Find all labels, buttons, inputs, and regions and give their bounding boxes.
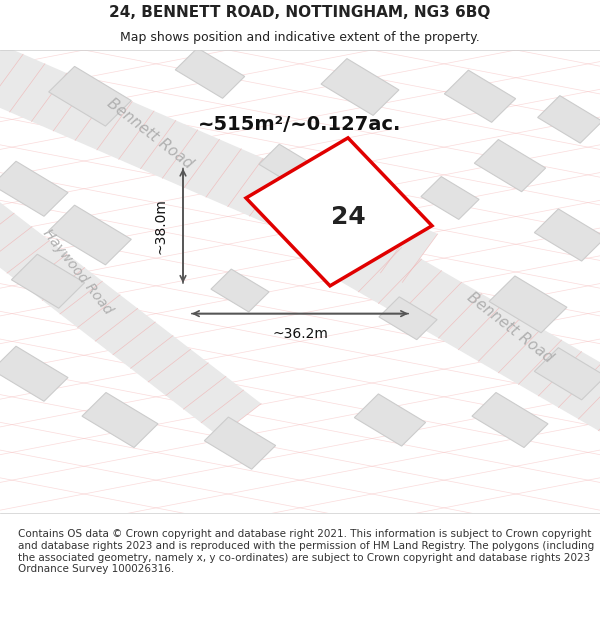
Polygon shape (246, 138, 432, 286)
Polygon shape (445, 70, 515, 122)
Polygon shape (205, 417, 275, 469)
Text: Bennett Road: Bennett Road (464, 289, 556, 366)
Text: ~515m²/~0.127ac.: ~515m²/~0.127ac. (198, 114, 401, 134)
Polygon shape (259, 144, 317, 187)
Text: Bennett Road: Bennett Road (104, 95, 196, 171)
Text: Map shows position and indicative extent of the property.: Map shows position and indicative extent… (120, 31, 480, 44)
Text: ~36.2m: ~36.2m (272, 328, 328, 341)
Polygon shape (338, 236, 600, 489)
Polygon shape (82, 392, 158, 448)
Polygon shape (535, 209, 600, 261)
Polygon shape (355, 394, 425, 446)
Polygon shape (211, 269, 269, 312)
Text: Haywood Road: Haywood Road (40, 227, 116, 318)
Polygon shape (472, 392, 548, 448)
Polygon shape (0, 26, 437, 282)
Polygon shape (49, 205, 131, 265)
Polygon shape (0, 161, 68, 216)
Text: 24, BENNETT ROAD, NOTTINGHAM, NG3 6BQ: 24, BENNETT ROAD, NOTTINGHAM, NG3 6BQ (109, 5, 491, 20)
Polygon shape (11, 254, 85, 308)
Polygon shape (0, 346, 68, 401)
Text: Contains OS data © Crown copyright and database right 2021. This information is : Contains OS data © Crown copyright and d… (18, 529, 594, 574)
Polygon shape (538, 96, 600, 143)
Polygon shape (489, 276, 567, 332)
Polygon shape (421, 177, 479, 219)
Polygon shape (321, 59, 399, 116)
Text: 24: 24 (331, 204, 365, 229)
Polygon shape (535, 348, 600, 400)
Polygon shape (0, 173, 261, 436)
Polygon shape (175, 48, 245, 98)
Text: ~38.0m: ~38.0m (154, 198, 168, 254)
Polygon shape (475, 139, 545, 192)
Polygon shape (379, 297, 437, 339)
Polygon shape (49, 66, 131, 126)
